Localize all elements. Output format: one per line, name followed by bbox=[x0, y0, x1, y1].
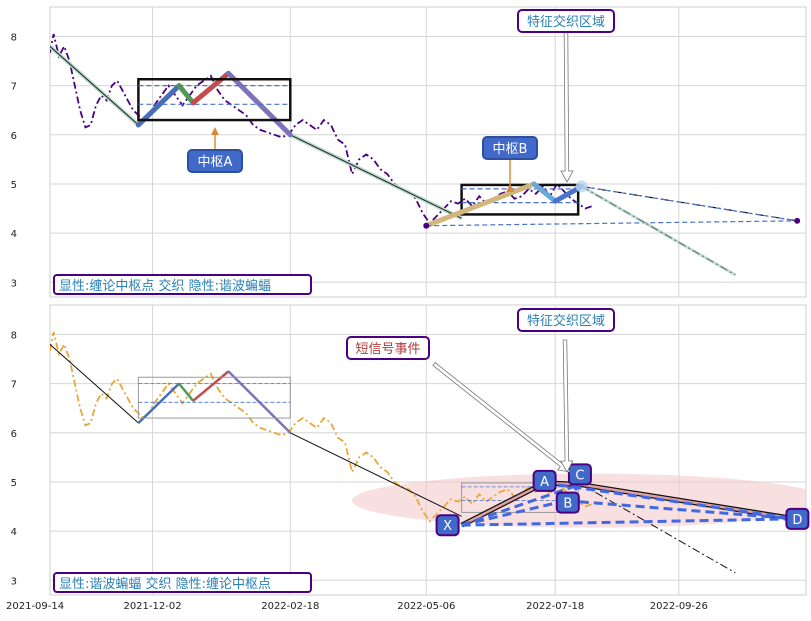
top-plot-area bbox=[49, 6, 807, 298]
harmonic-point-box bbox=[555, 491, 580, 514]
harmonic-point-label: X bbox=[443, 519, 452, 534]
short-signal-label-box bbox=[346, 336, 430, 360]
harmonic-point-label: B bbox=[563, 497, 572, 512]
zhongshu-label-box bbox=[187, 149, 243, 173]
harmonic-point-box bbox=[567, 463, 592, 486]
harmonic-leg bbox=[461, 481, 546, 527]
top-y-tick-label: 6 bbox=[11, 131, 17, 142]
feature-zone-label: 特征交织区域 bbox=[527, 313, 605, 329]
top-legend-box bbox=[53, 274, 312, 295]
zigzag-segment bbox=[135, 83, 182, 128]
zhongshu-box bbox=[460, 183, 580, 216]
x-tick-label: 2022-05-06 bbox=[397, 601, 455, 612]
feature-zone-label: 特征交织区域 bbox=[527, 14, 605, 30]
harmonic-leg-xa bbox=[423, 181, 537, 229]
harmonic-dash-line bbox=[565, 499, 796, 521]
bottom-y-tick-label: 7 bbox=[11, 380, 17, 391]
projection-halo bbox=[580, 185, 737, 277]
top-y-tick-label: 5 bbox=[11, 180, 17, 191]
harmonic-point-label: A bbox=[540, 475, 549, 490]
bottom-y-tick-label: 5 bbox=[11, 478, 17, 489]
harmonic-point-label: C bbox=[575, 468, 584, 483]
x-tick-label: 2022-09-26 bbox=[650, 601, 708, 612]
zone-marker bbox=[575, 180, 588, 193]
bottom-y-tick-label: 6 bbox=[11, 429, 17, 440]
start-marker bbox=[423, 222, 430, 229]
top-legend: 显性:缠论中枢点 交织 隐性:谐波蝙蝠 bbox=[59, 278, 271, 294]
harmonic-point-box bbox=[532, 469, 557, 492]
top-y-tick-label: 4 bbox=[11, 229, 17, 240]
harmonic-point-label: D bbox=[792, 513, 802, 528]
fan-line bbox=[426, 220, 798, 227]
bottom-y-tick-label: 8 bbox=[11, 330, 17, 341]
harmonic-dash-line bbox=[544, 481, 796, 521]
top-y-tick-label: 3 bbox=[11, 278, 17, 289]
zigzag-segment bbox=[192, 370, 230, 402]
x-tick-label: 2021-12-02 bbox=[123, 601, 181, 612]
x-axis: 2021-09-14 2021-12-02 2022-02-18 2022-05-06… bbox=[6, 601, 708, 612]
feature-zone-label-box bbox=[517, 308, 615, 332]
harmonic-point-box bbox=[435, 514, 460, 537]
zhongshu-box-faint bbox=[137, 376, 291, 419]
top-plot-content bbox=[50, 33, 801, 277]
zigzag-segment bbox=[137, 382, 180, 424]
zigzag-segment bbox=[176, 83, 196, 106]
x-tick-label: 2021-09-14 bbox=[6, 601, 64, 612]
zhongshu-label: 中枢A bbox=[198, 155, 233, 170]
bottom-legend-box bbox=[53, 572, 312, 593]
harmonic-leg-ab bbox=[531, 181, 558, 204]
fan-line bbox=[581, 185, 798, 222]
zigzag-segment bbox=[178, 382, 195, 402]
zhongshu-label: 中枢B bbox=[493, 142, 528, 157]
harmonic-point-box bbox=[785, 507, 810, 530]
fan-line bbox=[581, 483, 736, 574]
top-y-tick-label: 8 bbox=[11, 32, 17, 43]
end-marker bbox=[794, 217, 801, 224]
zhongshu-box bbox=[137, 78, 292, 122]
short-signal-label: 短信号事件 bbox=[355, 342, 420, 357]
feature-zone-arrow bbox=[560, 31, 574, 183]
x-tick-label: 2022-02-18 bbox=[261, 601, 319, 612]
bottom-y-tick-label: 3 bbox=[11, 576, 17, 587]
harmonic-dash-line bbox=[461, 499, 567, 527]
bottom-legend: 显性:谐波蝙蝠 交织 隐性:缠论中枢点 bbox=[59, 576, 271, 592]
callout-arrow-head bbox=[506, 184, 514, 192]
top-y-tick-label: 7 bbox=[11, 82, 17, 93]
harmonic-dash-line bbox=[461, 482, 581, 527]
x-tick-label: 2022-07-18 bbox=[526, 601, 584, 612]
zhongshu-label-box bbox=[482, 136, 538, 160]
callout-arrow-head bbox=[211, 127, 219, 135]
feature-zone-arrow bbox=[560, 339, 574, 473]
bottom-y-tick-label: 4 bbox=[11, 527, 17, 538]
feature-zone-label-box bbox=[517, 9, 615, 33]
